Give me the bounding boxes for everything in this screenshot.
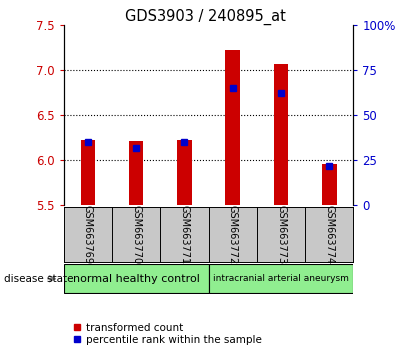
Text: GSM663771: GSM663771 (180, 205, 189, 264)
Bar (129, 141, 143, 205)
Text: disease state: disease state (4, 274, 74, 284)
Text: GSM663773: GSM663773 (276, 205, 286, 264)
Bar (81, 140, 95, 205)
Text: intracranial arterial aneurysm: intracranial arterial aneurysm (213, 274, 349, 283)
Bar (226, 50, 240, 205)
Bar (177, 140, 192, 205)
Text: GSM663770: GSM663770 (131, 205, 141, 264)
Bar (322, 164, 337, 205)
Text: GDS3903 / 240895_at: GDS3903 / 240895_at (125, 9, 286, 25)
Text: GSM663774: GSM663774 (324, 205, 334, 264)
Bar (64, 264, 208, 293)
Bar (274, 64, 288, 205)
Text: GSM663769: GSM663769 (83, 205, 93, 264)
Text: normal healthy control: normal healthy control (73, 274, 200, 284)
Legend: transformed count, percentile rank within the sample: transformed count, percentile rank withi… (69, 318, 266, 349)
Text: GSM663772: GSM663772 (228, 205, 238, 264)
Bar (209, 264, 353, 293)
